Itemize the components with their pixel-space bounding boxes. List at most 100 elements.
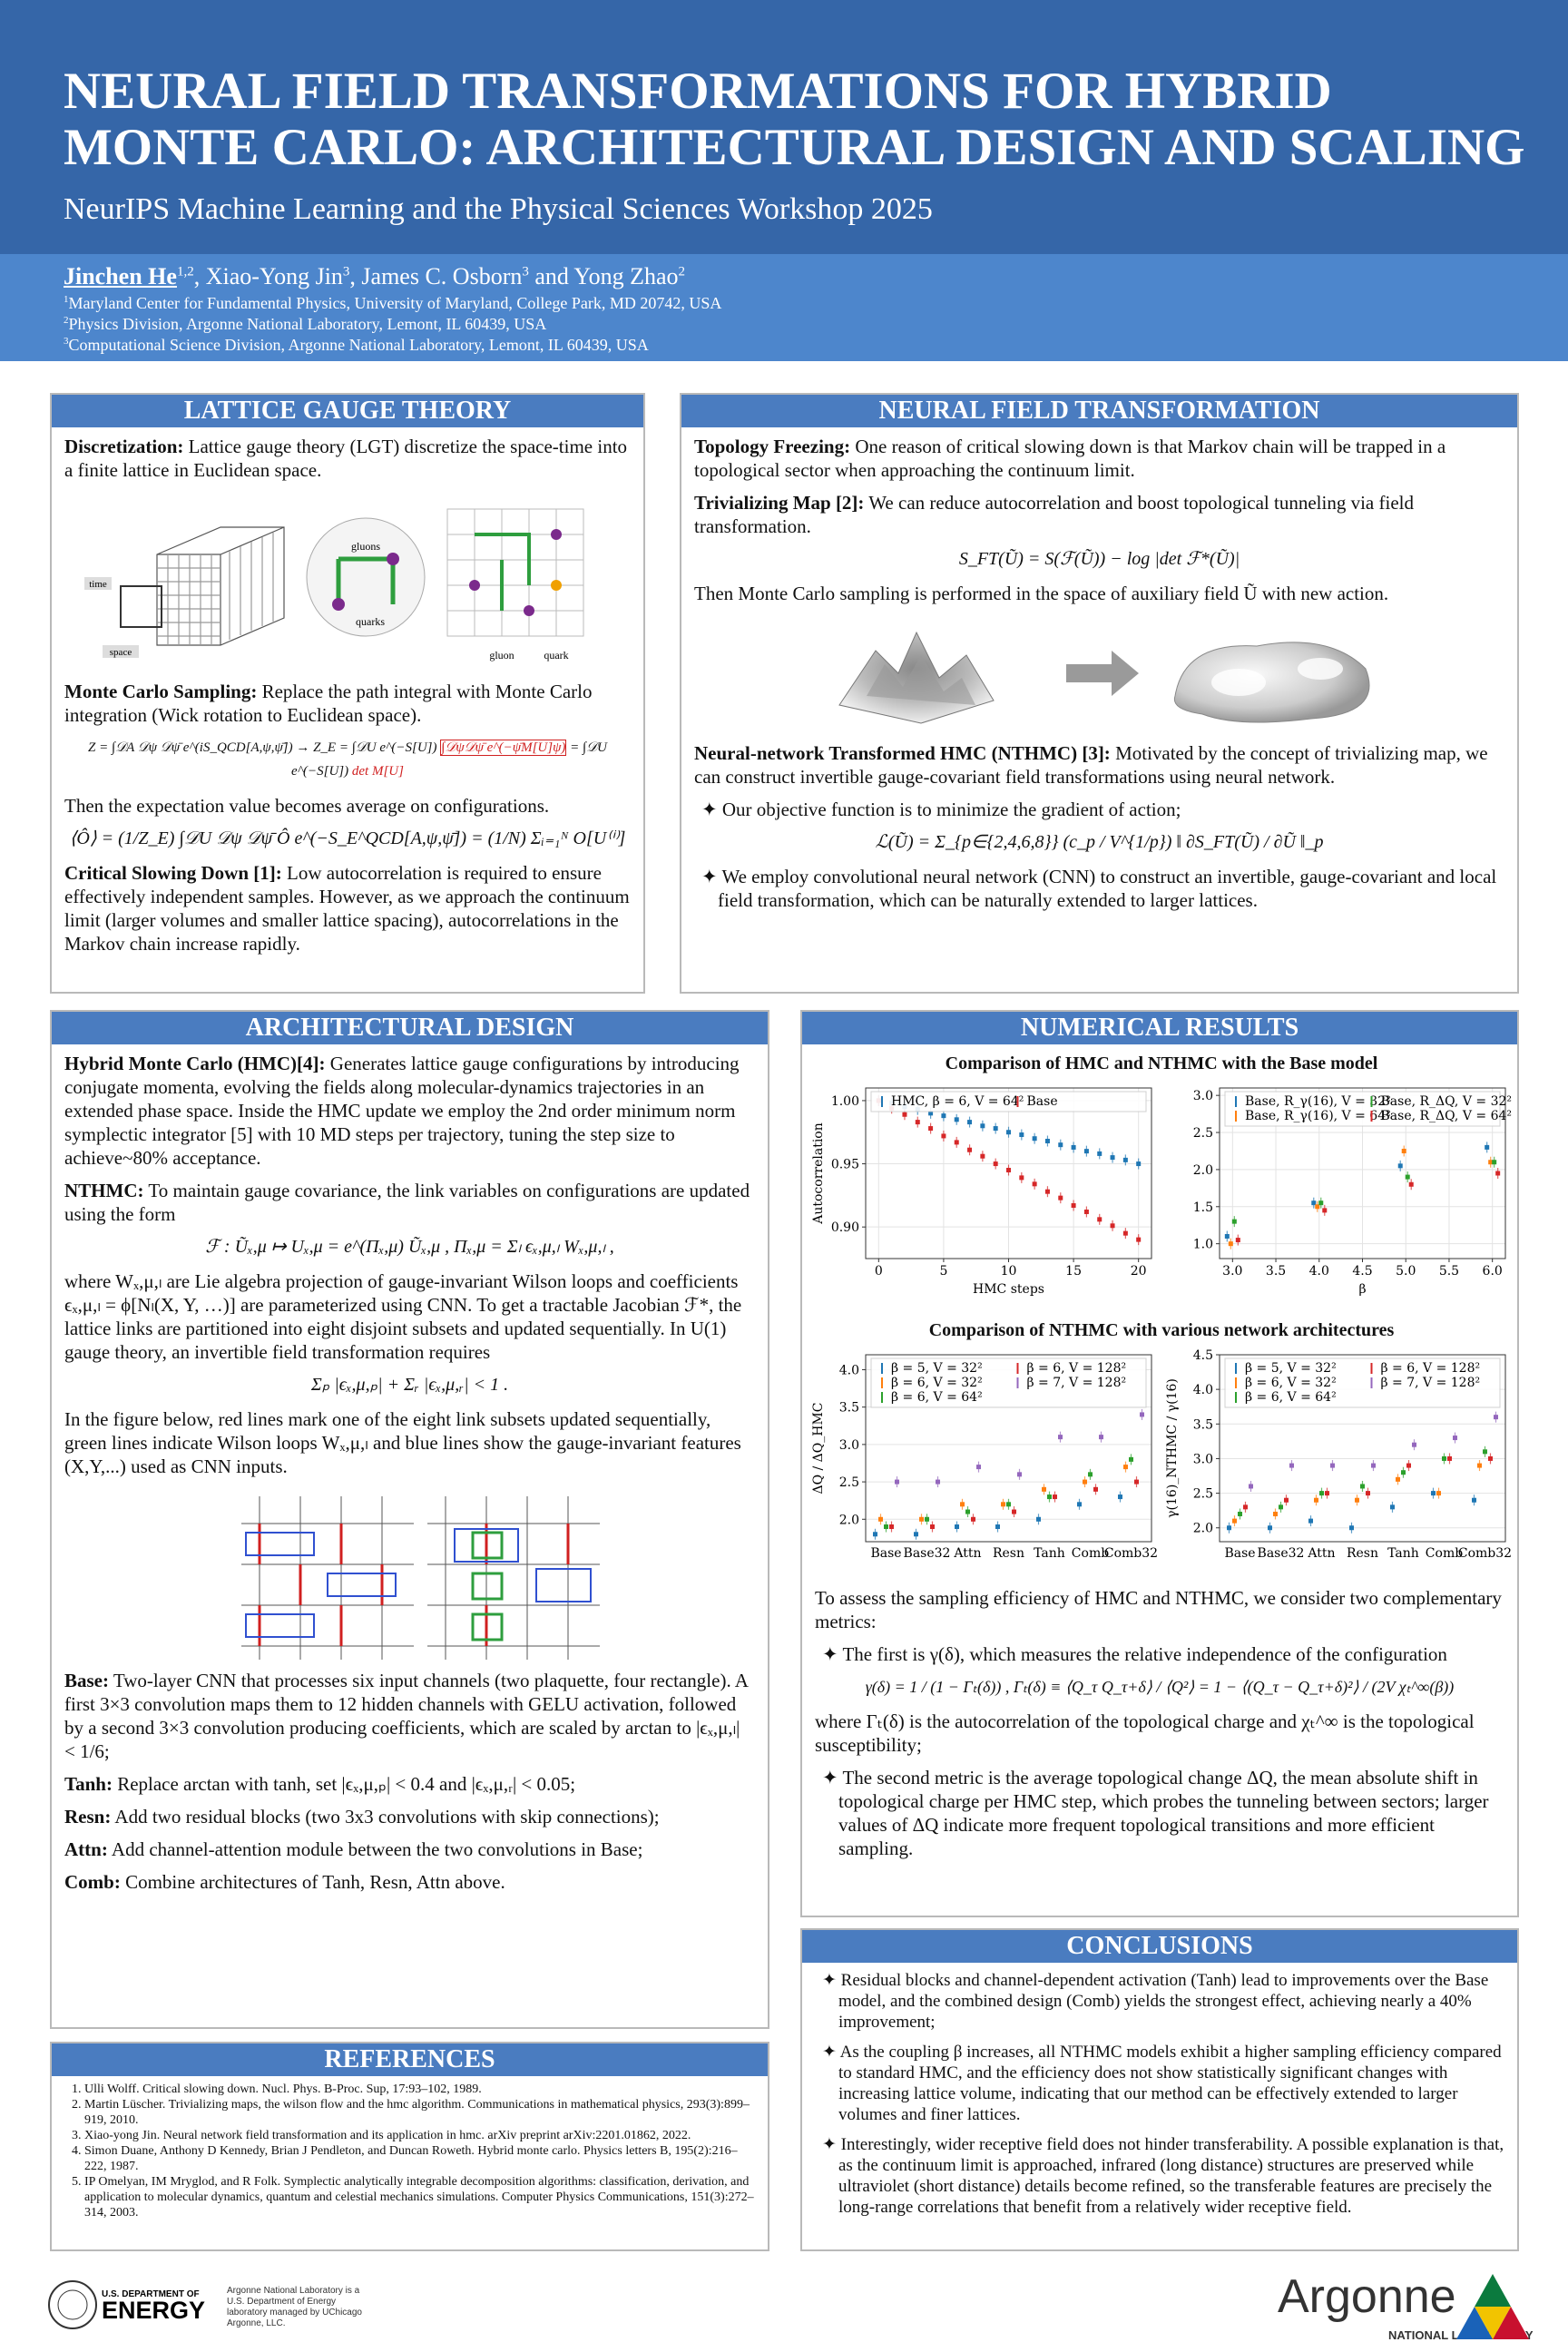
figure-title: Comparison of HMC and NTHMC with the Bas… (945, 1054, 1378, 1073)
point (1071, 1203, 1076, 1209)
text: To maintain gauge covariance, the link v… (64, 1180, 750, 1225)
x-tick-label: 20 (1131, 1264, 1147, 1279)
x-tick-label: Resn (1347, 1546, 1378, 1561)
legend-label: β = 6, V = 64² (891, 1390, 983, 1405)
point (1083, 1209, 1089, 1214)
y-tick-label: 1.5 (1193, 1200, 1213, 1215)
author-band (0, 254, 1568, 361)
text: Replace the path integral with Monte Car… (64, 681, 593, 726)
title: NEURAL FIELD TRANSFORMATIONS FOR HYBRID M… (64, 64, 1525, 176)
y-tick-label: 1.0 (1193, 1238, 1213, 1252)
y-tick-label: 2.0 (1193, 1522, 1213, 1536)
x-axis-label: HMC steps (973, 1282, 1044, 1297)
section-body: To assess the sampling efficiency of HMC… (802, 1579, 1517, 1877)
legend-box (870, 1091, 1147, 1112)
point (1273, 1511, 1278, 1516)
point (1136, 1161, 1142, 1167)
point (1322, 1208, 1328, 1213)
point (1431, 1491, 1436, 1496)
label: Discretization: (64, 436, 184, 457)
point (1442, 1455, 1446, 1461)
y-tick-label: 0.95 (831, 1158, 859, 1172)
point (1088, 1472, 1093, 1477)
point (1012, 1509, 1016, 1514)
author-sup: 3 (522, 264, 529, 279)
bullet: ✦ The first is γ(δ), which measures the … (822, 1643, 1447, 1665)
x-tick-label: Comb32 (1458, 1546, 1512, 1561)
point (1477, 1463, 1482, 1468)
point (1017, 1472, 1022, 1477)
label: Critical Slowing Down [1]: (64, 862, 282, 884)
point (1044, 1189, 1050, 1194)
point (1330, 1463, 1335, 1468)
point (1453, 1436, 1457, 1441)
point (1058, 1195, 1063, 1200)
frame (865, 1354, 1152, 1543)
y-tick-label: 2.5 (1193, 1487, 1213, 1502)
x-tick-label: 4.5 (1352, 1264, 1372, 1279)
y-tick-label: 4.0 (839, 1363, 859, 1377)
label: Base: (64, 1670, 109, 1691)
section-heading: NEURAL FIELD TRANSFORMATION (681, 395, 1517, 427)
paragraph: Then the expectation value becomes avera… (64, 795, 550, 817)
section-conclusions: CONCLUSIONS ✦ Residual blocks and channe… (800, 1928, 1519, 2251)
section-heading: LATTICE GAUGE THEORY (52, 395, 643, 427)
reference: IP Omelyan, IM Mryglod, and R Folk. Symp… (84, 2174, 755, 2220)
reference: Simon Duane, Anthony D Kennedy, Brian J … (84, 2143, 755, 2174)
paragraph: Monte Carlo Sampling: Replace the path i… (64, 680, 631, 727)
eq-part: det M[U] (351, 764, 404, 779)
text: Lattice gauge theory (LGT) discretize th… (64, 436, 628, 481)
manifold-figure (838, 631, 1370, 724)
point (1349, 1525, 1354, 1531)
point (1134, 1479, 1139, 1485)
author: and Yong Zhao (528, 263, 679, 289)
point (1325, 1491, 1329, 1496)
point (1238, 1511, 1242, 1516)
text: Generates lattice gauge configurations b… (64, 1053, 740, 1169)
point (965, 1509, 970, 1514)
author: Jinchen He (64, 263, 177, 289)
paragraph: where Γₜ(δ) is the autocorrelation of th… (815, 1710, 1475, 1756)
author-sup: 2 (678, 264, 686, 279)
point (1243, 1504, 1248, 1510)
y-tick-label: 4.5 (1193, 1349, 1213, 1363)
point (1495, 1171, 1501, 1176)
paragraph: Trivializing Map [2]: We can reduce auto… (694, 491, 1504, 538)
title-line: NEURAL FIELD TRANSFORMATIONS FOR HYBRID (64, 63, 1332, 120)
label: Monte Carlo Sampling: (64, 681, 258, 702)
label: Neural-network Transformed HMC (NTHMC) [… (694, 742, 1111, 764)
x-tick-label: Tanh (1387, 1546, 1419, 1561)
point (980, 1153, 985, 1159)
point (1390, 1504, 1395, 1510)
x-tick-label: 3.0 (1222, 1264, 1242, 1279)
equation: Σₚ |ϵₓ,μ,ₚ| + Σᵣ |ϵₓ,μ,ᵣ| < 1 . (310, 1375, 509, 1395)
x-tick-label: Comb32 (1104, 1546, 1158, 1561)
chart: 0.90 0.95 1.00 0 5 10 15 20 HMC steps Autocorrela… (811, 1087, 1152, 1297)
eq-part: Z = ∫𝒟A 𝒟ψ 𝒟ψ̄ e^(iS_QCD[A,ψ,ψ̄]) → Z_E … (88, 740, 441, 755)
point (1129, 1456, 1133, 1462)
point (936, 1479, 940, 1485)
point (1408, 1181, 1414, 1187)
point (928, 1126, 934, 1132)
point (1053, 1494, 1057, 1500)
section-heading: ARCHITECTURAL DESIGN (52, 1012, 768, 1044)
equation: γ(δ) = 1 / (1 − Γₜ(δ)) , Γₜ(δ) ≡ ⟨Q_τ Q_… (865, 1678, 1455, 1696)
fig-label: quarks (356, 615, 385, 628)
x-tick-label: Base32 (904, 1546, 951, 1561)
fig-label: gluon (489, 649, 514, 662)
point (1118, 1494, 1122, 1500)
point (1401, 1470, 1406, 1475)
legend-label: β = 6, V = 32² (1245, 1376, 1337, 1390)
point (1083, 1149, 1089, 1154)
y-tick-label: 2.5 (839, 1475, 859, 1490)
point (971, 1516, 975, 1522)
point (1110, 1155, 1115, 1161)
point (1366, 1491, 1370, 1496)
point (1289, 1463, 1294, 1468)
point (941, 1113, 946, 1119)
point (1447, 1455, 1452, 1461)
label: Resn: (64, 1806, 112, 1828)
x-tick-label: Attn (953, 1546, 981, 1561)
y-tick-label: 3.0 (839, 1438, 859, 1453)
